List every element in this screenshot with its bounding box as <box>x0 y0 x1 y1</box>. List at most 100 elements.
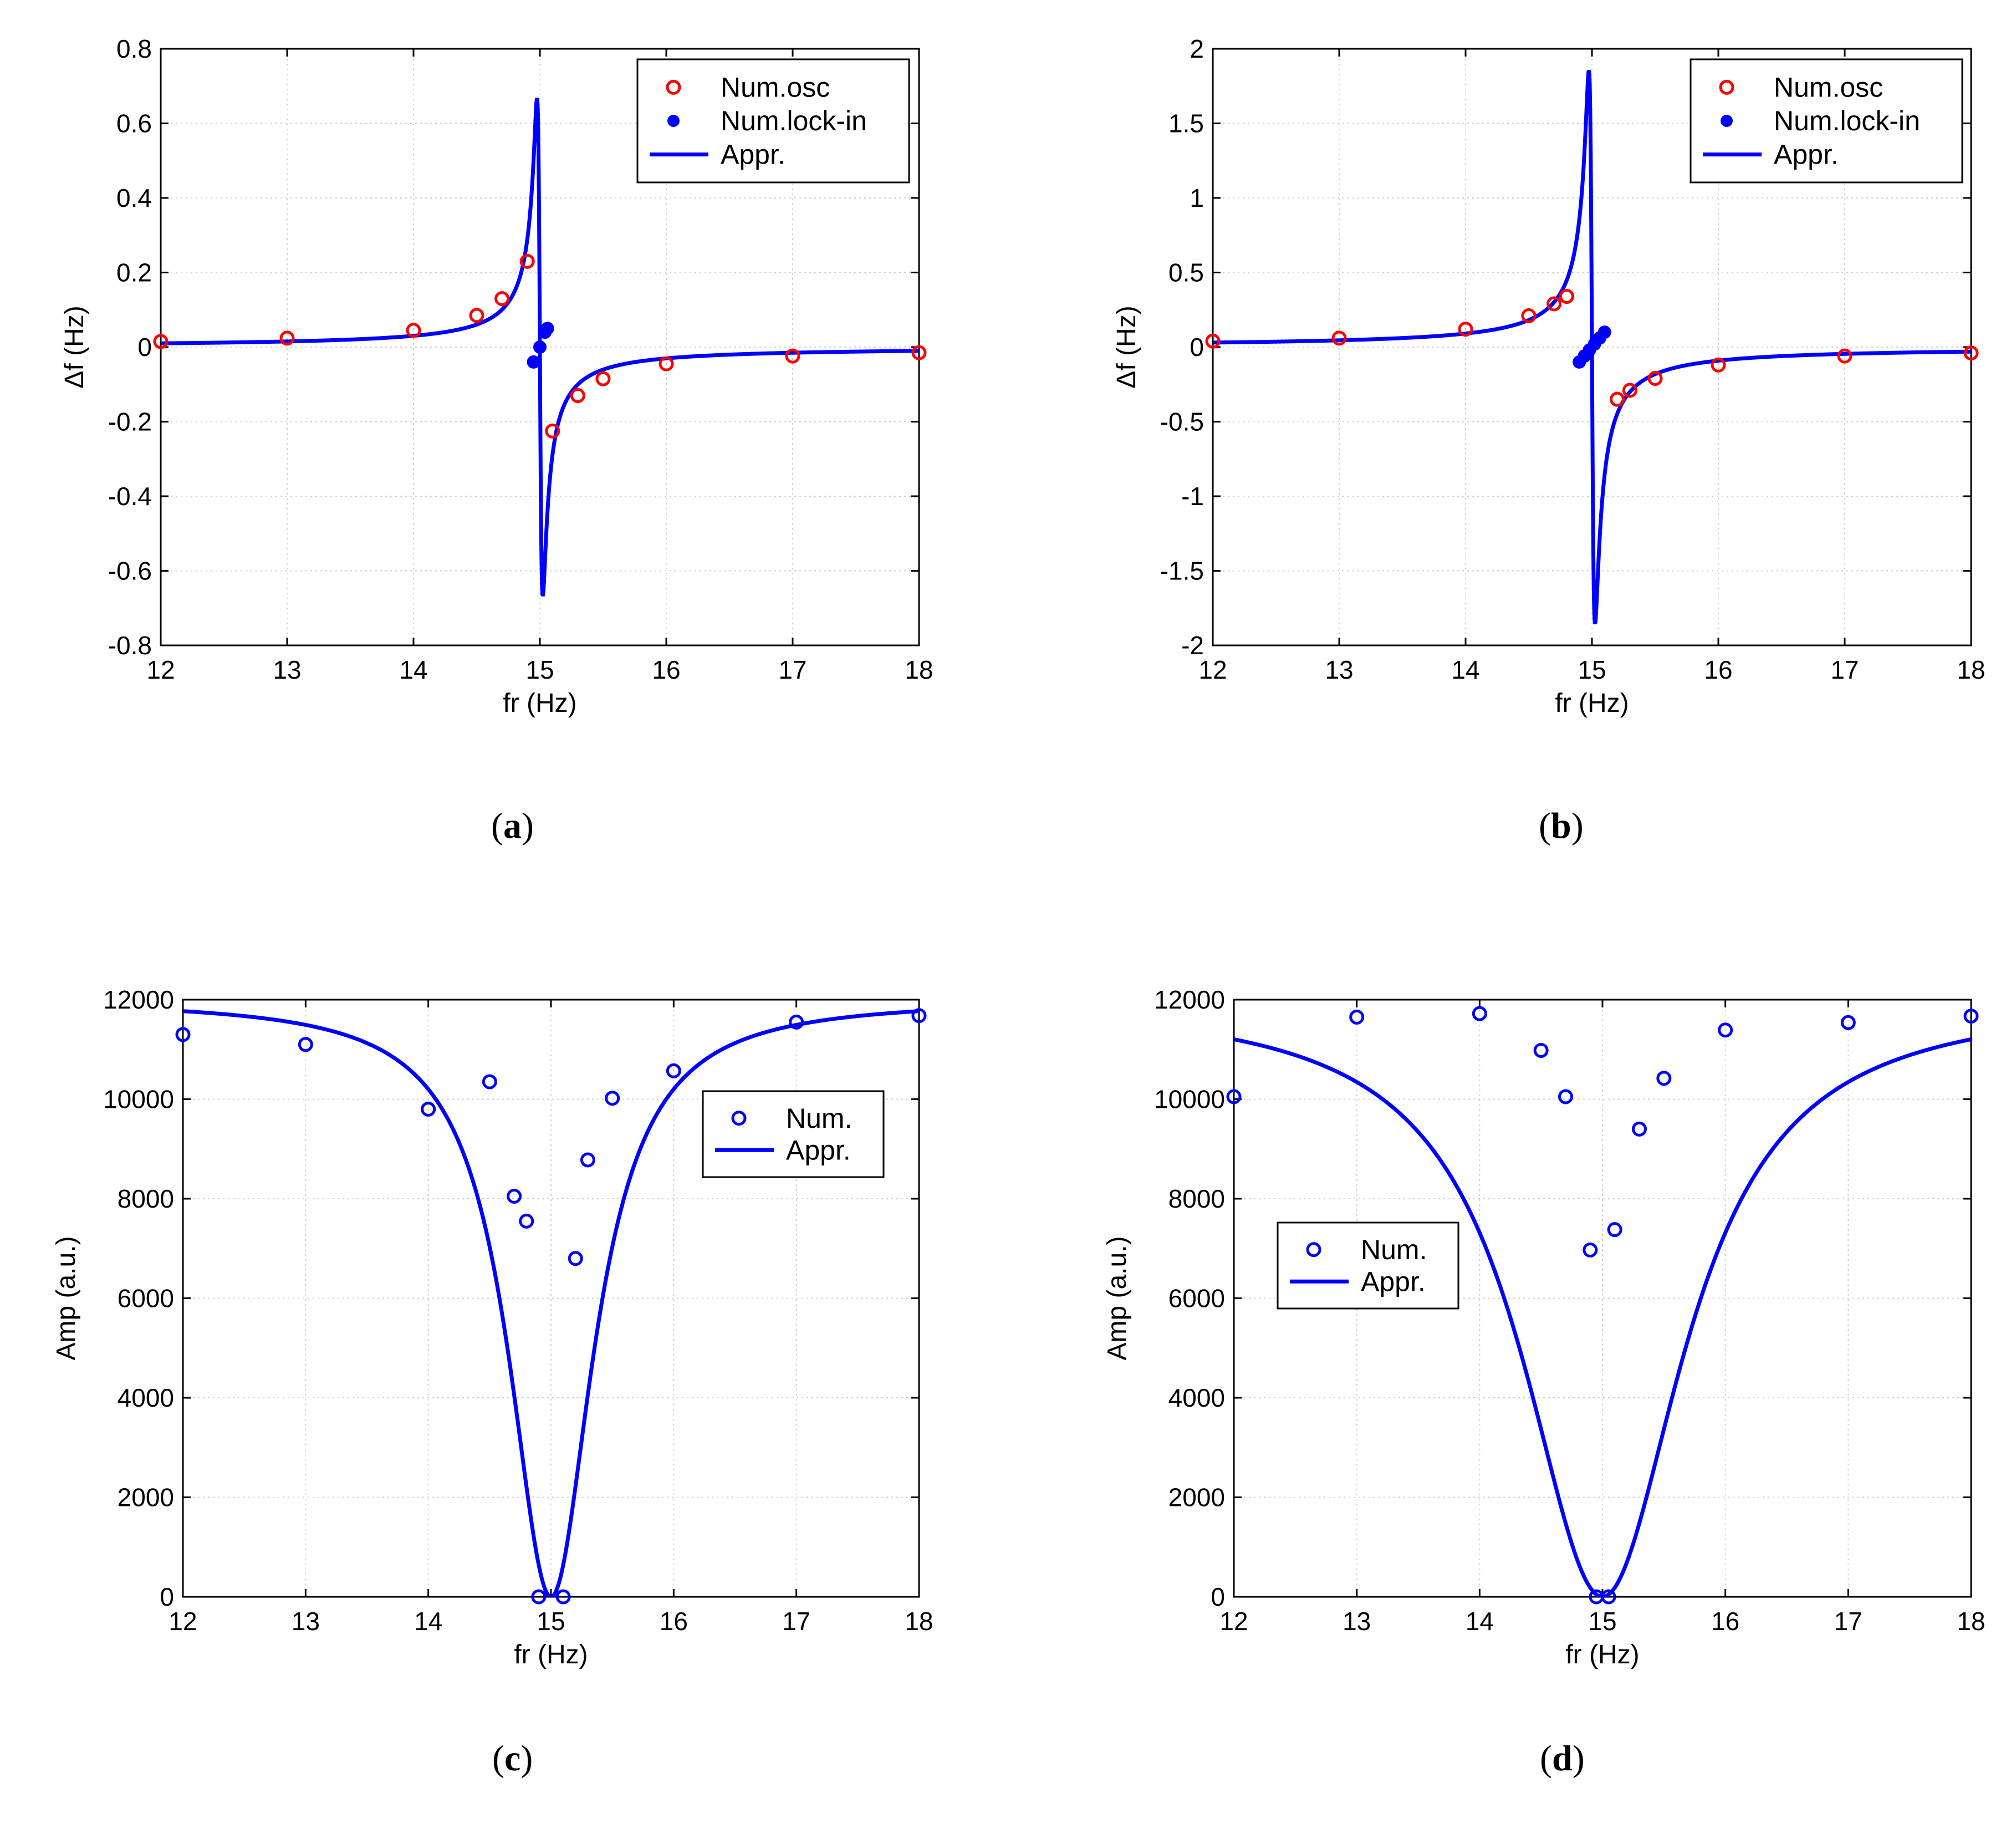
point-num <box>580 1152 595 1168</box>
point-num-osc <box>1205 333 1221 349</box>
x-tick-label: 13 <box>1325 655 1353 684</box>
legend: Num.Appr. <box>1277 1221 1459 1310</box>
point-num-lock-in <box>540 322 554 335</box>
y-axis-label: Δf (Hz) <box>1112 306 1141 388</box>
y-tick-label: -0.4 <box>108 482 152 511</box>
point-num <box>1583 1242 1598 1257</box>
point-num-lock-in <box>1598 325 1611 339</box>
y-tick-label: 1 <box>1190 184 1204 212</box>
legend-box <box>702 1090 885 1178</box>
y-tick-label: -2 <box>1181 631 1204 660</box>
point-num-osc <box>469 308 484 323</box>
x-tick-label: 17 <box>1830 655 1859 684</box>
y-tick-label: 0 <box>1211 1582 1225 1611</box>
point-num-osc <box>1559 289 1574 304</box>
y-tick-label: 0.4 <box>116 184 152 212</box>
point-num-osc <box>785 348 800 364</box>
panel-a: 12 13 14 15 16 17 18 -0.8 -0.6 -0.4 -0.2 0 0.2 0.4 0.6… <box>60 34 933 718</box>
point-num <box>1226 1089 1242 1104</box>
x-tick-label: 17 <box>1834 1607 1862 1636</box>
legend-label: Num. <box>1361 1234 1427 1265</box>
legend-symbol-circle <box>731 1111 747 1126</box>
legend-box <box>1690 58 1963 184</box>
legend-symbol-circle <box>1719 79 1734 95</box>
point-num <box>789 1014 804 1030</box>
point-num-osc <box>1331 330 1347 346</box>
point-num-osc <box>406 323 421 338</box>
point-num <box>1472 1006 1487 1021</box>
point-num-osc <box>545 423 560 439</box>
point-num-osc <box>1521 308 1537 324</box>
y-tick-label: 2000 <box>1168 1483 1225 1512</box>
point-num-osc <box>1963 345 1979 361</box>
legend-symbol-circle <box>666 79 681 95</box>
legend-symbol-circle <box>1306 1242 1321 1257</box>
y-tick-label: 6000 <box>118 1284 174 1313</box>
legend-label: Appr. <box>721 139 785 170</box>
point-num-osc <box>1837 348 1852 364</box>
legend-label: Num.osc <box>1774 72 1883 103</box>
y-tick-label: 0.2 <box>116 258 152 287</box>
y-tick-label: 0 <box>137 333 152 362</box>
point-num-osc <box>1711 357 1726 373</box>
point-num-osc <box>1458 322 1473 337</box>
x-axis-label: fr (Hz) <box>503 689 576 718</box>
x-tick-label: 18 <box>1957 1607 1985 1636</box>
point-num <box>1558 1089 1573 1104</box>
legend-box <box>1277 1221 1459 1310</box>
y-tick-label: 1.5 <box>1168 109 1204 138</box>
point-num-osc <box>595 371 611 386</box>
y-tick-label: 4000 <box>1168 1383 1225 1412</box>
y-tick-label: 10000 <box>1154 1085 1225 1114</box>
legend: Num.Appr. <box>702 1090 885 1178</box>
x-axis-label: fr (Hz) <box>1565 1640 1639 1669</box>
y-tick-label: -0.2 <box>108 408 152 436</box>
x-tick-label: 13 <box>292 1607 320 1636</box>
point-num <box>1840 1015 1856 1030</box>
legend-box <box>636 58 910 184</box>
legend-label: Num.lock-in <box>721 105 867 136</box>
point-num <box>1533 1043 1549 1058</box>
y-tick-label: -0.5 <box>1160 408 1204 436</box>
point-num-osc <box>659 356 674 371</box>
point-num-osc <box>494 291 510 307</box>
point-num <box>666 1063 681 1078</box>
point-num-osc <box>519 253 535 269</box>
x-tick-label: 16 <box>652 655 680 684</box>
point-num-osc <box>153 334 169 349</box>
legend-label: Appr. <box>786 1134 851 1165</box>
x-tick-label: 15 <box>525 655 554 684</box>
panel-b: 12 13 14 15 16 17 18 -2 -1.5 -1 -0.5 0 0.5 1 1.5 2 fr (H… <box>1112 34 1986 718</box>
legend-label: Appr. <box>1361 1266 1426 1297</box>
y-tick-label: 12000 <box>1154 985 1225 1014</box>
x-tick-label: 14 <box>1451 655 1479 684</box>
point-num <box>1607 1222 1622 1238</box>
panel-label-b: (b) <box>1539 806 1584 846</box>
legend-symbol-dot <box>1721 115 1733 127</box>
point-num <box>507 1189 522 1204</box>
point-num <box>421 1101 436 1117</box>
y-tick-label: 10000 <box>103 1085 174 1114</box>
x-axis-label: fr (Hz) <box>514 1640 588 1669</box>
point-num-osc <box>1622 383 1637 398</box>
x-axis-label: fr (Hz) <box>1555 689 1629 718</box>
point-num <box>298 1037 313 1052</box>
point-num <box>482 1074 497 1089</box>
x-tick-label: 13 <box>1343 1607 1371 1636</box>
x-tick-label: 18 <box>1957 655 1985 684</box>
x-tick-label: 16 <box>1704 655 1732 684</box>
point-num <box>1718 1022 1733 1038</box>
y-tick-label: 4000 <box>118 1383 174 1412</box>
y-tick-label: 8000 <box>118 1184 174 1213</box>
y-axis-label: Amp (a.u.) <box>52 1236 81 1360</box>
x-tick-label: 16 <box>660 1607 688 1636</box>
point-num <box>1349 1009 1365 1025</box>
point-num <box>519 1213 534 1229</box>
point-num-osc <box>1547 296 1562 312</box>
y-axis-label: Δf (Hz) <box>60 306 89 388</box>
point-num-lock-in <box>527 355 540 369</box>
point-num-osc <box>911 345 927 360</box>
x-tick-label: 18 <box>905 1607 933 1636</box>
